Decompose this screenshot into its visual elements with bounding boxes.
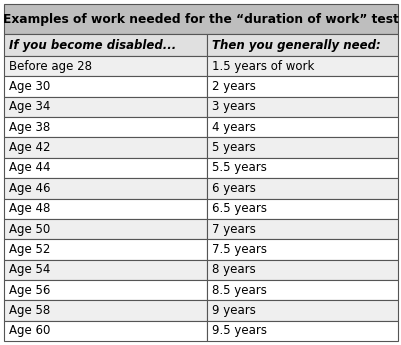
Text: Age 52: Age 52: [9, 243, 51, 256]
Bar: [4, 158, 207, 178]
Text: 2 years: 2 years: [212, 80, 256, 93]
Bar: [4, 259, 207, 280]
Bar: [4, 56, 207, 76]
Text: Age 46: Age 46: [9, 182, 51, 195]
Text: Then you generally need:: Then you generally need:: [212, 39, 381, 51]
Bar: [207, 178, 398, 198]
Text: Examples of work needed for the “duration of work” test: Examples of work needed for the “duratio…: [3, 12, 399, 26]
Text: 9.5 years: 9.5 years: [212, 324, 267, 337]
Bar: [4, 137, 207, 158]
Bar: [207, 300, 398, 321]
Bar: [4, 76, 207, 97]
Text: Age 50: Age 50: [9, 223, 50, 236]
Text: 5.5 years: 5.5 years: [212, 161, 267, 175]
Text: Age 38: Age 38: [9, 121, 50, 134]
Text: Age 56: Age 56: [9, 284, 51, 297]
Bar: [207, 117, 398, 137]
Bar: [207, 56, 398, 76]
Bar: [4, 300, 207, 321]
Text: Age 42: Age 42: [9, 141, 51, 154]
Bar: [207, 198, 398, 219]
Bar: [4, 4, 398, 34]
Bar: [207, 280, 398, 300]
Bar: [4, 239, 207, 259]
Bar: [4, 97, 207, 117]
Text: 7.5 years: 7.5 years: [212, 243, 267, 256]
Bar: [207, 76, 398, 97]
Bar: [4, 321, 207, 341]
Text: 6.5 years: 6.5 years: [212, 202, 267, 215]
Bar: [207, 219, 398, 239]
Text: 3 years: 3 years: [212, 100, 256, 114]
Text: Age 34: Age 34: [9, 100, 51, 114]
Text: 9 years: 9 years: [212, 304, 256, 317]
Text: 6 years: 6 years: [212, 182, 256, 195]
Text: Age 44: Age 44: [9, 161, 51, 175]
Text: Age 58: Age 58: [9, 304, 50, 317]
Text: Before age 28: Before age 28: [9, 60, 92, 73]
Bar: [207, 259, 398, 280]
Text: 5 years: 5 years: [212, 141, 256, 154]
Text: 8.5 years: 8.5 years: [212, 284, 267, 297]
Text: Age 60: Age 60: [9, 324, 51, 337]
Bar: [207, 137, 398, 158]
Bar: [207, 158, 398, 178]
Bar: [4, 198, 207, 219]
Bar: [207, 239, 398, 259]
Bar: [4, 280, 207, 300]
Text: 7 years: 7 years: [212, 223, 256, 236]
Bar: [4, 34, 207, 56]
Bar: [4, 178, 207, 198]
Text: Age 30: Age 30: [9, 80, 50, 93]
Text: 8 years: 8 years: [212, 263, 256, 276]
Text: Age 54: Age 54: [9, 263, 51, 276]
Text: If you become disabled...: If you become disabled...: [9, 39, 176, 51]
Text: Age 48: Age 48: [9, 202, 51, 215]
Bar: [207, 97, 398, 117]
Bar: [207, 34, 398, 56]
Bar: [4, 219, 207, 239]
Text: 4 years: 4 years: [212, 121, 256, 134]
Bar: [4, 117, 207, 137]
Bar: [207, 321, 398, 341]
Text: 1.5 years of work: 1.5 years of work: [212, 60, 314, 73]
